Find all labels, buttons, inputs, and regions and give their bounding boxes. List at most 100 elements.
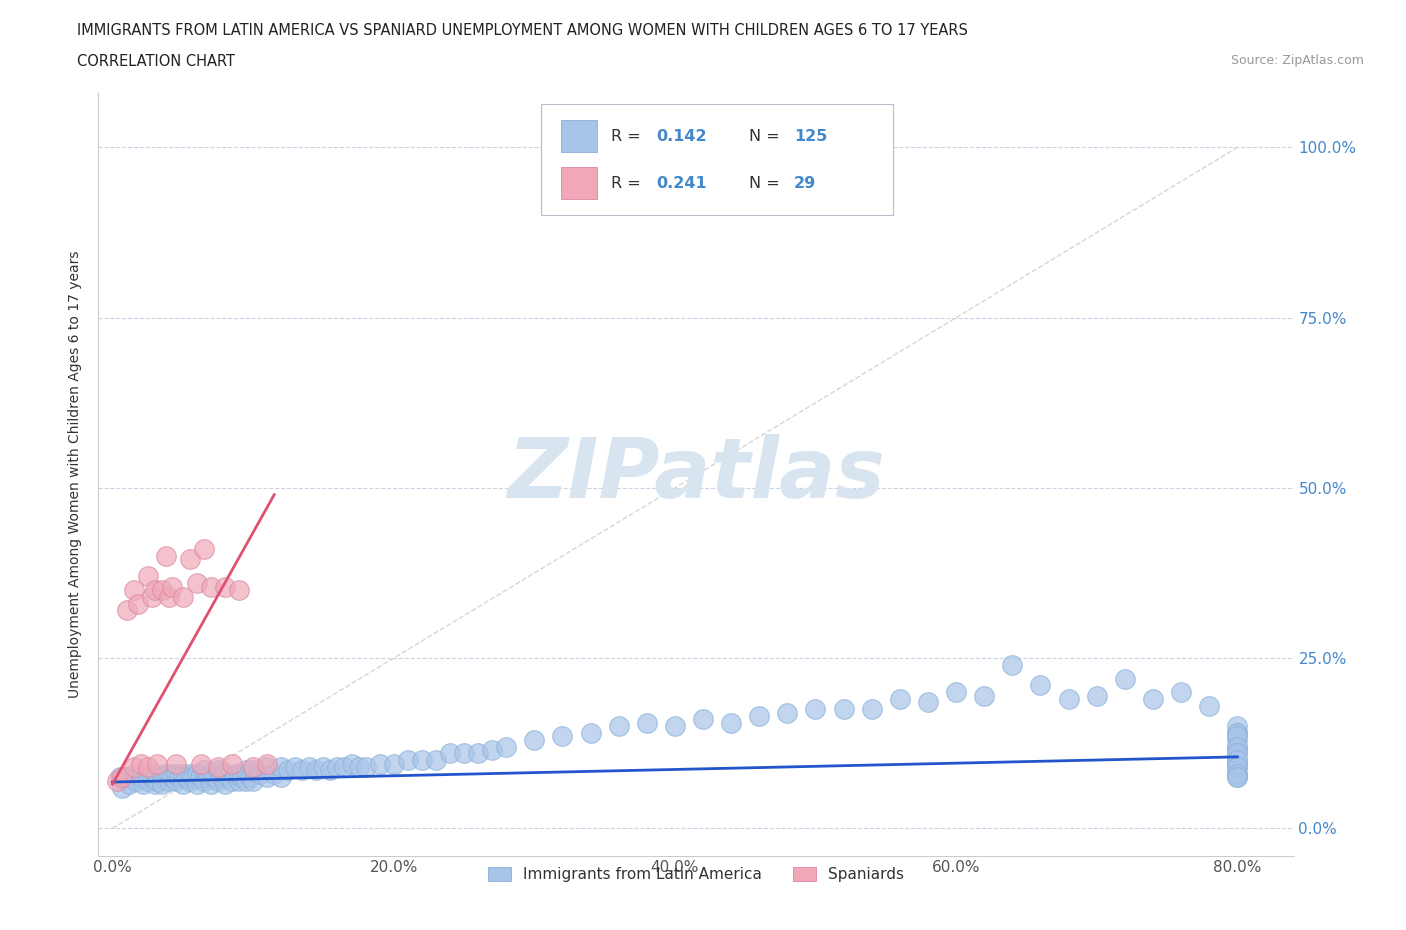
Text: IMMIGRANTS FROM LATIN AMERICA VS SPANIARD UNEMPLOYMENT AMONG WOMEN WITH CHILDREN: IMMIGRANTS FROM LATIN AMERICA VS SPANIAR…	[77, 23, 969, 38]
Point	[1142, 692, 1164, 707]
Point	[122, 582, 145, 597]
Point	[1114, 671, 1136, 686]
Point	[211, 770, 233, 785]
Point	[202, 770, 225, 785]
Point	[165, 773, 187, 788]
Point	[333, 760, 356, 775]
Point	[143, 777, 166, 791]
Point	[221, 773, 243, 788]
Point	[143, 766, 166, 781]
Point	[122, 760, 145, 775]
Legend: Immigrants from Latin America, Spaniards: Immigrants from Latin America, Spaniards	[481, 859, 911, 890]
Point	[132, 777, 155, 791]
Point	[179, 766, 201, 781]
Point	[207, 760, 229, 775]
Point	[242, 760, 264, 775]
Point	[160, 770, 183, 785]
Point	[277, 763, 299, 777]
Point	[157, 766, 180, 781]
Point	[186, 576, 208, 591]
Point	[298, 760, 321, 775]
Point	[1001, 658, 1024, 672]
Point	[1226, 756, 1249, 771]
Point	[917, 695, 939, 710]
Point	[748, 709, 770, 724]
Text: R =: R =	[612, 176, 641, 191]
Point	[200, 579, 222, 594]
Point	[118, 777, 141, 791]
Point	[860, 702, 883, 717]
Point	[1226, 725, 1249, 740]
Point	[157, 590, 180, 604]
Text: 125: 125	[794, 128, 827, 143]
Point	[425, 753, 447, 768]
Point	[235, 763, 257, 777]
Point	[607, 719, 630, 734]
Point	[141, 590, 163, 604]
Point	[776, 705, 799, 720]
Point	[115, 770, 138, 785]
Point	[249, 766, 271, 781]
Point	[160, 579, 183, 594]
Point	[263, 766, 285, 781]
Point	[1029, 678, 1052, 693]
Point	[305, 763, 328, 777]
Point	[129, 756, 152, 771]
Point	[256, 756, 278, 771]
Text: 0.241: 0.241	[657, 176, 707, 191]
Point	[256, 770, 278, 785]
Point	[1226, 746, 1249, 761]
Point	[197, 770, 219, 785]
Text: 0.142: 0.142	[657, 128, 707, 143]
Point	[551, 729, 574, 744]
Point	[172, 590, 194, 604]
Point	[235, 773, 257, 788]
Point	[523, 733, 546, 748]
Point	[270, 770, 292, 785]
Point	[157, 773, 180, 788]
Point	[664, 719, 686, 734]
Point	[179, 773, 201, 788]
Point	[193, 773, 215, 788]
Point	[579, 725, 602, 740]
FancyBboxPatch shape	[561, 120, 596, 153]
Point	[193, 542, 215, 557]
Point	[284, 760, 307, 775]
Point	[1226, 770, 1249, 785]
Text: CORRELATION CHART: CORRELATION CHART	[77, 54, 235, 69]
Point	[217, 770, 239, 785]
Point	[125, 773, 148, 788]
Point	[945, 684, 967, 699]
Point	[495, 739, 517, 754]
Text: Source: ZipAtlas.com: Source: ZipAtlas.com	[1230, 54, 1364, 67]
Point	[129, 770, 152, 785]
Point	[136, 766, 159, 781]
Point	[242, 773, 264, 788]
Point	[692, 712, 714, 727]
Point	[1226, 725, 1249, 740]
Point	[146, 773, 169, 788]
Point	[1057, 692, 1080, 707]
Point	[453, 746, 475, 761]
Point	[143, 582, 166, 597]
Point	[150, 777, 173, 791]
Point	[340, 756, 363, 771]
Text: N =: N =	[748, 176, 779, 191]
Point	[242, 763, 264, 777]
Point	[1226, 753, 1249, 768]
Point	[270, 760, 292, 775]
Point	[179, 552, 201, 567]
Point	[165, 756, 187, 771]
Point	[214, 579, 236, 594]
Point	[136, 760, 159, 775]
Text: 29: 29	[794, 176, 817, 191]
Point	[382, 756, 405, 771]
Point	[396, 753, 419, 768]
Point	[150, 770, 173, 785]
Point	[127, 596, 149, 611]
Point	[146, 756, 169, 771]
Point	[155, 549, 177, 564]
Point	[188, 770, 211, 785]
Point	[221, 756, 243, 771]
Point	[207, 763, 229, 777]
